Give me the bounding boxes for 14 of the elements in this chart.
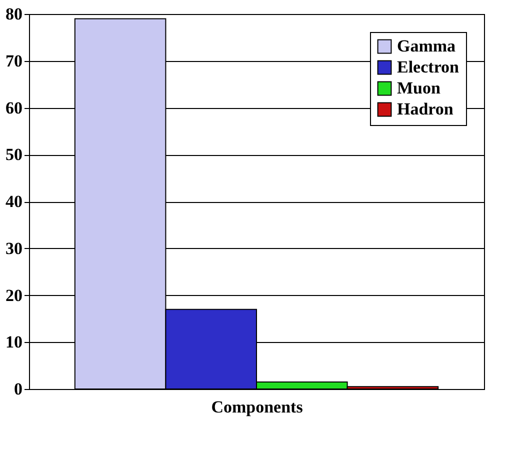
y-tick-label: 20 xyxy=(6,286,22,305)
y-tick-label: 0 xyxy=(14,380,22,398)
y-tick-label: 80 xyxy=(6,4,22,24)
y-tick-label: 70 xyxy=(6,51,22,70)
legend-label: Gamma xyxy=(397,36,456,56)
legend-label: Electron xyxy=(397,58,460,76)
y-tick-label: 50 xyxy=(6,145,22,164)
legend-label: Muon xyxy=(397,78,441,98)
y-tick-label: 10 xyxy=(6,332,22,352)
y-tick-label: 60 xyxy=(6,98,22,118)
legend-label: Hadron xyxy=(397,100,454,118)
y-tick-label: 30 xyxy=(6,238,22,258)
x-axis-title: Components xyxy=(211,398,304,416)
y-tick-label: 40 xyxy=(6,192,22,211)
